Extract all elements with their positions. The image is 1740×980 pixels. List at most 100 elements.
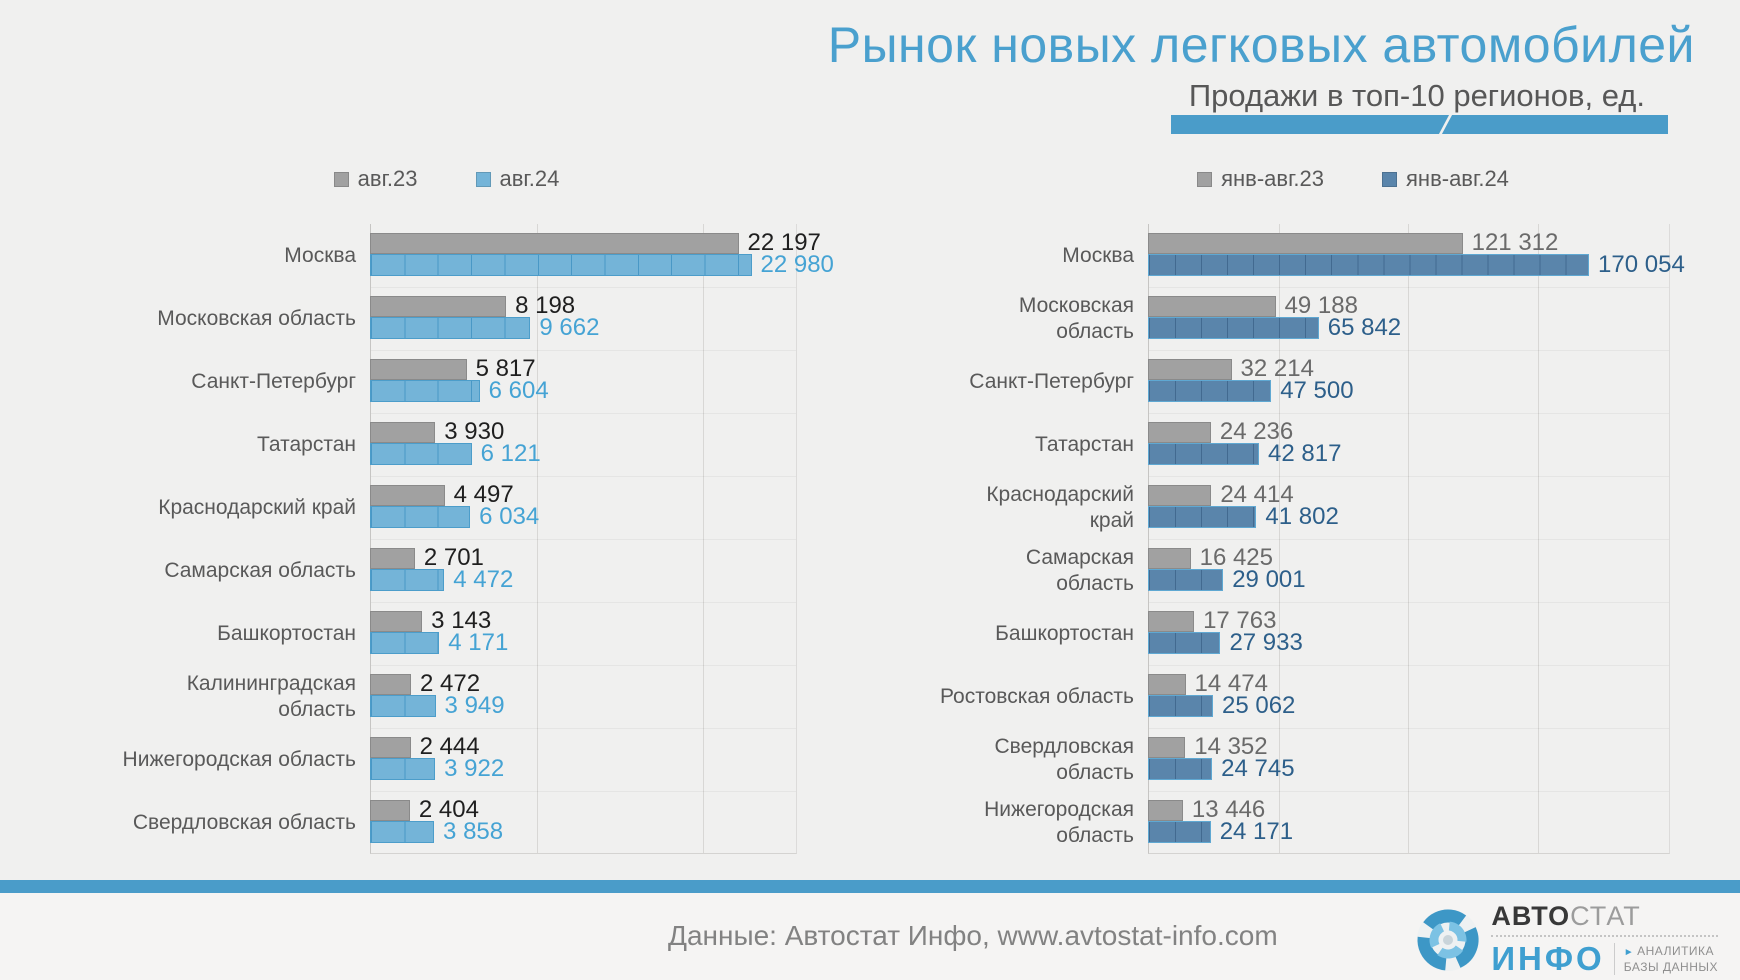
category-label: Башкортостан <box>217 621 356 645</box>
bar-авг.24 <box>370 380 480 402</box>
value-label: 27 933 <box>1229 629 1303 656</box>
logo-word-stat: СТАТ <box>1570 901 1641 931</box>
row-separator <box>371 350 796 351</box>
value-label: 47 500 <box>1280 377 1354 404</box>
row-separator <box>371 665 796 666</box>
chart-body-jan-august: Москва 121 312 170 054 Московская область 49… <box>880 224 1685 854</box>
chart-row: Калининградская область 2 472 3 949 <box>70 665 795 728</box>
category-label: Ростовская область <box>939 684 1134 708</box>
logo-text: АВТОСТАТ ИНФО ► АНАЛИТИКА БАЗЫ ДАННЫХ <box>1491 901 1718 978</box>
logo-taglines: ► АНАЛИТИКА БАЗЫ ДАННЫХ <box>1624 944 1718 975</box>
legend-label: янв-авг.23 <box>1221 166 1324 191</box>
value-label: 3 922 <box>444 755 505 782</box>
decorative-band <box>1171 113 1668 136</box>
category-label: Татарстан <box>1034 432 1134 456</box>
bar-янв-авг.24 <box>1148 506 1257 528</box>
value-label: 41 802 <box>1265 503 1339 530</box>
value-label: 6 604 <box>488 377 549 404</box>
bar-янв-авг.23 <box>1148 611 1195 632</box>
plot-cell: 8 198 9 662 <box>370 287 795 350</box>
legend-jan-august: янв-авг.23 янв-авг.24 <box>959 166 1740 192</box>
row-separator <box>1149 728 1669 729</box>
category-label: Самарская область <box>1025 545 1134 595</box>
row-separator <box>371 539 796 540</box>
value-label: 24 236 <box>1219 418 1294 445</box>
chart-row: Башкортостан 3 143 4 171 <box>70 602 795 665</box>
bar-авг.23 <box>370 485 445 506</box>
value-label: 17 763 <box>1203 607 1277 634</box>
value-label: 22 197 <box>747 229 821 256</box>
value-label: 3 949 <box>444 692 505 719</box>
bar-янв-авг.23 <box>1148 674 1186 695</box>
page-subtitle: Продажи в топ-10 регионов, ед. <box>1188 78 1645 113</box>
value-label: 3 930 <box>444 418 505 445</box>
value-label: 14 352 <box>1194 733 1268 760</box>
footer: Данные: Автостат Инфо, www.avtostat-info… <box>0 893 1740 980</box>
avtostat-logo: АВТОСТАТ ИНФО ► АНАЛИТИКА БАЗЫ ДАННЫХ <box>1415 901 1718 978</box>
bar-авг.23 <box>370 548 415 569</box>
chart-row: Краснодарский край 4 497 6 034 <box>70 476 795 539</box>
value-label: 5 817 <box>475 355 536 382</box>
value-label: 6 121 <box>480 440 541 467</box>
legend-item: авг.24 <box>475 166 560 192</box>
plot-cell: 2 472 3 949 <box>370 665 795 728</box>
value-label: 32 214 <box>1240 355 1314 382</box>
bar-янв-авг.24 <box>1148 317 1319 339</box>
category-label: Москва <box>1062 243 1134 267</box>
value-label: 29 001 <box>1232 566 1306 593</box>
logo-wordmark: АВТОСТАТ <box>1491 901 1718 937</box>
page-title: Рынок новых легковых автомобилей <box>827 17 1695 73</box>
value-label: 24 745 <box>1221 755 1295 782</box>
value-label: 2 701 <box>423 544 484 571</box>
category-label: Краснодарский край <box>158 495 356 519</box>
category-label: Татарстан <box>256 432 356 456</box>
chart-row: Свердловская область 2 404 3 858 <box>70 791 795 854</box>
row-separator <box>371 476 796 477</box>
value-label: 14 474 <box>1194 670 1268 697</box>
value-label: 24 171 <box>1219 818 1294 845</box>
bar-авг.24 <box>370 317 531 339</box>
chart-row: Нижегородская область 13 446 24 171 <box>880 791 1668 854</box>
plot-cell: 17 763 27 933 <box>1148 602 1668 665</box>
category-label: Нижегородская область <box>122 747 356 771</box>
chart-row: Башкортостан 17 763 27 933 <box>880 602 1668 665</box>
value-label: 2 444 <box>419 733 480 760</box>
logo-second-line: ИНФО ► АНАЛИТИКА БАЗЫ ДАННЫХ <box>1491 940 1718 978</box>
row-separator <box>371 791 796 792</box>
row-separator <box>371 413 796 414</box>
bar-авг.23 <box>370 233 739 254</box>
plot-cell: 22 197 22 980 <box>370 224 834 287</box>
value-label: 8 198 <box>515 292 576 319</box>
value-label: 24 414 <box>1220 481 1294 508</box>
row-separator <box>1149 665 1669 666</box>
row-separator <box>371 602 796 603</box>
value-label: 42 817 <box>1268 440 1342 467</box>
logo-word-avto: АВТО <box>1491 901 1571 931</box>
category-label: Московская область <box>1018 293 1134 343</box>
category-label: Санкт-Петербург <box>191 369 356 393</box>
bar-авг.23 <box>370 737 411 758</box>
bar-янв-авг.24 <box>1148 569 1224 591</box>
bar-авг.24 <box>370 695 436 717</box>
category-label: Краснодарский край <box>986 482 1134 532</box>
bar-янв-авг.23 <box>1148 485 1212 506</box>
category-label: Нижегородская область <box>984 797 1134 847</box>
charts-container: авг.23 авг.24 Москва 22 197 22 980 Московска… <box>70 166 1685 854</box>
bar-авг.24 <box>370 506 471 528</box>
legend-label: авг.23 <box>357 166 418 191</box>
category-label: Свердловская область <box>132 810 356 834</box>
value-label: 3 143 <box>431 607 492 634</box>
row-separator <box>371 287 796 288</box>
chart-jan-august: янв-авг.23 янв-авг.24 Москва 121 312 170 05… <box>880 166 1685 854</box>
value-label: 22 980 <box>760 251 834 278</box>
bar-янв-авг.23 <box>1148 233 1463 254</box>
chart-row: Московская область 49 188 65 842 <box>880 287 1668 350</box>
bar-авг.23 <box>370 359 467 380</box>
chart-row: Краснодарский край 24 414 41 802 <box>880 476 1668 539</box>
category-label: Самарская область <box>164 558 356 582</box>
value-label: 13 446 <box>1191 796 1266 823</box>
bar-авг.24 <box>370 443 472 465</box>
legend-label: авг.24 <box>499 166 560 191</box>
logo-swirl-icon <box>1417 908 1480 971</box>
